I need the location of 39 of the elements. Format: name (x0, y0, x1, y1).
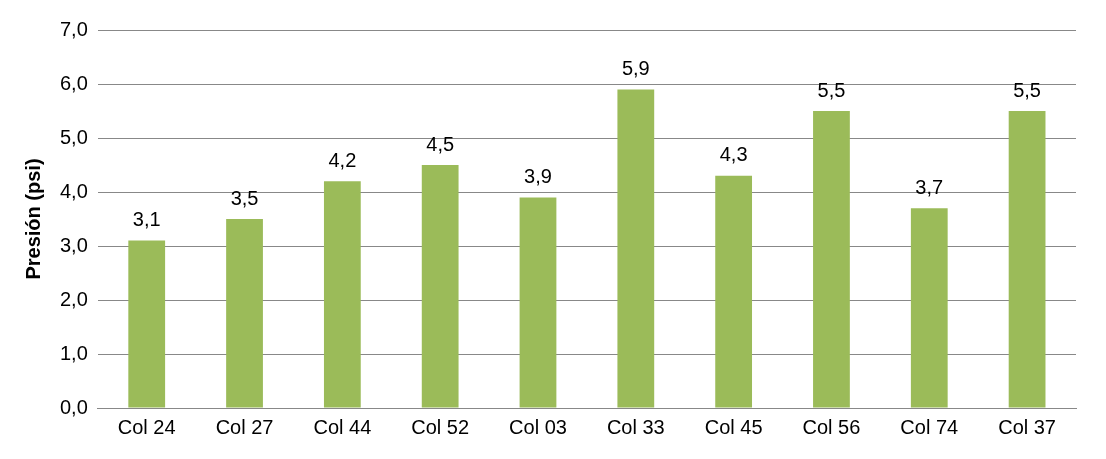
bar (323, 181, 361, 408)
bar (519, 197, 557, 408)
y-tick-label: 6,0 (59, 71, 88, 94)
x-tick-label: Col 45 (704, 415, 763, 438)
bar (813, 111, 850, 408)
bar (910, 208, 948, 408)
x-tick-label: Col 74 (900, 415, 959, 438)
bar (421, 165, 459, 408)
y-tick-label: 7,0 (59, 17, 88, 40)
y-tick-label: 0,0 (59, 395, 88, 418)
x-tick-label: Col 24 (117, 415, 176, 438)
y-axis-title: Presión (psi) (21, 158, 44, 280)
data-label: 5,5 (1013, 78, 1041, 101)
data-label: 4,5 (426, 132, 455, 155)
x-tick-label: Col 03 (509, 415, 567, 438)
x-tick-label: Col 52 (411, 415, 470, 438)
bar (128, 240, 166, 408)
y-tick-label: 1,0 (59, 341, 88, 364)
data-label: 4,3 (719, 143, 748, 166)
data-label: 3,9 (524, 164, 552, 187)
bar (226, 219, 263, 408)
x-tick-label: Col 33 (606, 415, 665, 438)
data-label: 4,2 (328, 148, 357, 171)
x-tick-label: Col 56 (802, 415, 861, 438)
bar (715, 175, 753, 408)
data-label: 3,7 (915, 175, 944, 198)
y-tick-label: 4,0 (59, 179, 88, 202)
y-tick-label: 2,0 (59, 287, 88, 310)
bar (1008, 111, 1046, 408)
data-label: 3,5 (230, 186, 259, 209)
y-tick-label: 5,0 (59, 125, 88, 148)
y-tick-label: 3,0 (59, 233, 88, 256)
x-tick-label: Col 44 (313, 415, 372, 438)
bar (617, 89, 655, 408)
x-tick-label: Col 37 (998, 415, 1056, 438)
data-label: 5,9 (621, 56, 650, 79)
data-label: 5,5 (817, 78, 846, 101)
data-label: 3,1 (132, 208, 161, 231)
x-tick-label: Col 27 (215, 415, 274, 438)
